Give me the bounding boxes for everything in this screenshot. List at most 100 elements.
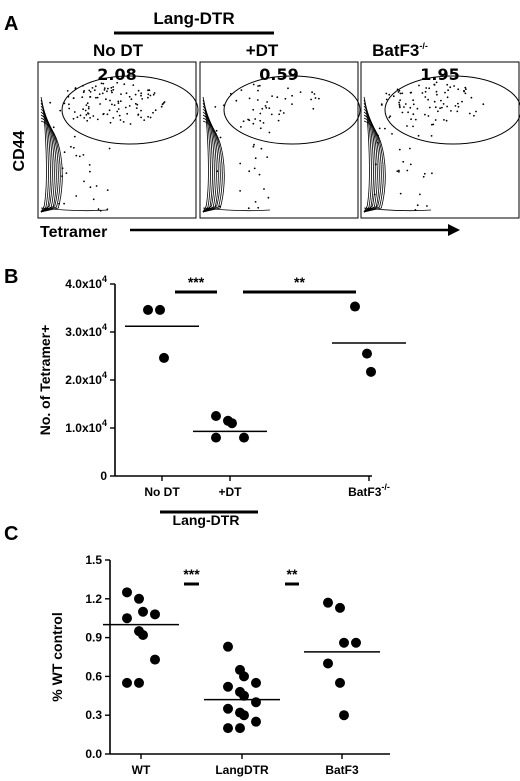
event-dot	[68, 107, 71, 110]
y-tick-label: 4.0x104	[65, 274, 107, 291]
event-dot	[374, 163, 377, 166]
event-dot	[398, 103, 401, 106]
event-dot	[432, 123, 435, 126]
event-dot	[112, 88, 115, 91]
event-dot	[89, 96, 92, 98]
x-tick-label: LangDTR	[215, 763, 269, 777]
data-point	[122, 677, 132, 688]
event-dot	[454, 105, 457, 107]
event-dot	[99, 103, 101, 105]
chart-c: 0.0 0.3 0.6 0.9 1.2 1.5 % WT control WT LangDTR B…	[49, 553, 390, 777]
event-dot	[84, 109, 87, 112]
flow-plot-1: 0.59	[199, 61, 361, 219]
event-dot	[109, 99, 111, 102]
event-dot	[160, 105, 163, 108]
event-dot	[257, 206, 260, 209]
event-dot	[378, 127, 381, 130]
event-dot	[422, 175, 425, 178]
event-dot	[252, 108, 255, 111]
contour-line	[40, 111, 57, 213]
event-dot	[88, 164, 91, 166]
event-dot	[433, 83, 436, 86]
event-dot	[82, 108, 84, 111]
event-dot	[398, 171, 400, 173]
plot-title-no-dt: No DT	[93, 41, 144, 60]
event-dot	[259, 112, 262, 115]
event-dot	[103, 87, 106, 89]
contour-line	[363, 207, 432, 212]
y-tick-label: 0.6	[85, 669, 102, 683]
data-point	[138, 606, 148, 617]
event-dot	[247, 207, 250, 210]
event-dot	[257, 85, 259, 87]
y-tick-label: 1.5	[85, 553, 102, 567]
event-dot	[421, 92, 424, 94]
event-dot	[119, 100, 122, 103]
event-dot	[117, 102, 120, 104]
gate-percent: 1.95	[420, 65, 459, 84]
data-point	[351, 637, 361, 648]
data-point	[350, 301, 360, 312]
event-dot	[424, 113, 426, 116]
event-dot	[268, 107, 271, 110]
data-point	[335, 677, 345, 688]
gate-percent: 0.59	[259, 65, 298, 84]
event-dot	[240, 89, 243, 91]
data-point	[223, 681, 233, 692]
event-dot	[152, 111, 154, 114]
event-dot	[266, 101, 268, 103]
y-tick-label: 1.2	[85, 592, 102, 606]
event-dot	[453, 85, 455, 87]
event-dot	[109, 121, 112, 124]
event-dot	[97, 208, 100, 211]
event-dot	[125, 92, 128, 95]
event-dot	[86, 102, 89, 105]
event-dot	[219, 136, 222, 139]
event-dot	[137, 113, 140, 116]
event-dot	[399, 106, 401, 109]
event-dot	[401, 111, 404, 114]
event-dot	[291, 103, 293, 105]
event-dot	[92, 115, 95, 117]
event-dot	[433, 100, 436, 103]
contour-line	[40, 117, 61, 213]
event-dot	[399, 99, 401, 102]
event-dot	[89, 170, 91, 173]
event-dot	[100, 82, 103, 85]
event-dot	[140, 92, 143, 95]
x-tick-label: WT	[132, 763, 151, 777]
data-point	[122, 587, 132, 598]
panel-c-letter: C	[4, 523, 18, 545]
event-dot	[446, 105, 448, 108]
data-point	[138, 630, 148, 641]
event-dot	[436, 93, 438, 96]
event-dot	[279, 109, 282, 112]
event-dot	[66, 90, 69, 92]
event-dot	[265, 106, 268, 109]
event-dot	[412, 113, 415, 116]
event-dot	[271, 95, 273, 97]
event-dot	[310, 98, 312, 101]
contour-line	[202, 120, 225, 213]
event-dot	[258, 173, 261, 176]
event-dot	[375, 132, 378, 135]
event-dot	[403, 106, 405, 108]
event-dot	[98, 93, 101, 95]
event-dot	[456, 110, 459, 113]
event-dot	[447, 89, 449, 92]
event-dot	[259, 119, 262, 122]
contour-line	[202, 111, 219, 213]
event-dot	[260, 147, 263, 150]
event-dot	[412, 103, 415, 106]
flow-plots: 2.08 0.59 1.95	[37, 61, 520, 219]
event-dot	[463, 90, 465, 93]
event-dot	[111, 103, 113, 106]
x-tick-label: BatF3	[325, 763, 359, 777]
data-point	[211, 411, 221, 421]
event-dot	[73, 111, 76, 113]
data-point	[239, 671, 249, 682]
x-tick-label: +DT	[218, 485, 242, 499]
event-dot	[239, 190, 242, 192]
event-dot	[409, 106, 412, 109]
event-dot	[385, 98, 388, 101]
